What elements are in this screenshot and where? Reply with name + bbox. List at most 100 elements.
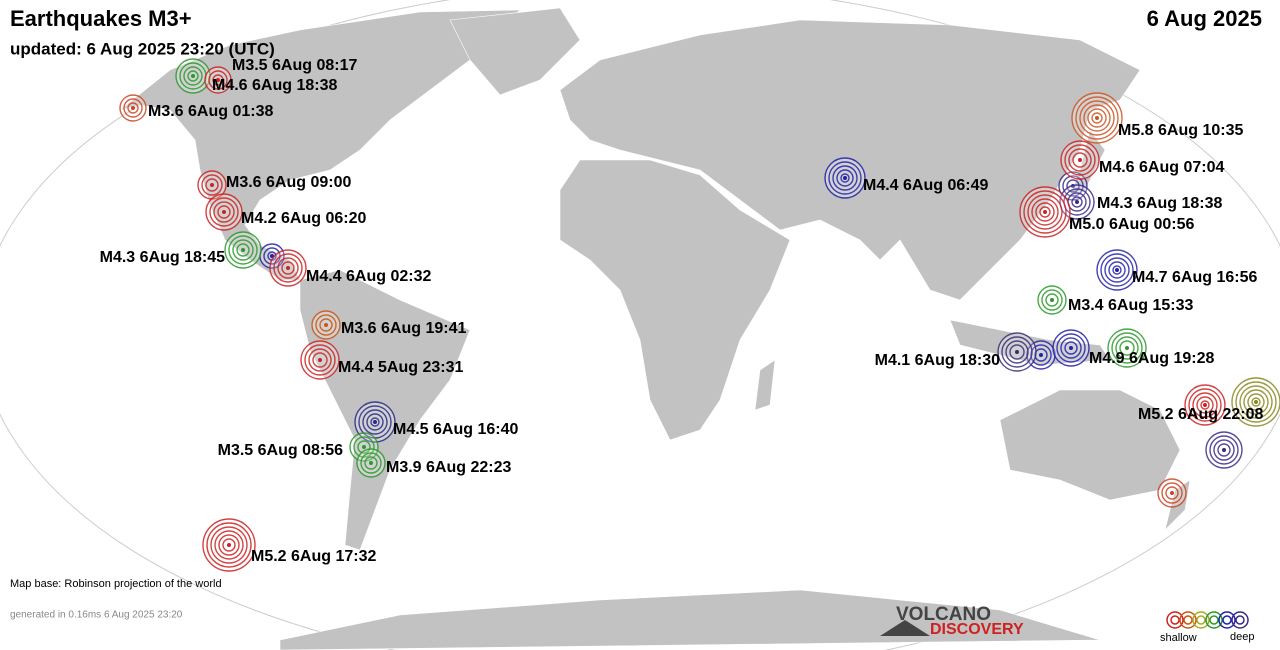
quake-marker [997,332,1037,372]
ring [187,70,199,82]
new-zealand [1164,479,1191,531]
legend-ring [1235,615,1245,625]
quake-label: M5.8 6Aug 10:35 [1118,122,1243,139]
quake-marker [269,249,307,287]
quake-marker [1052,329,1090,367]
ring [183,66,203,86]
center [216,78,220,82]
ring [1056,333,1086,363]
quake-label: M4.9 6Aug 19:28 [1089,350,1214,367]
center [373,420,377,424]
center [1203,403,1207,407]
center [1043,210,1047,214]
center [1170,491,1174,495]
ring [212,74,224,86]
quake-marker [1231,377,1280,427]
ring [1247,393,1265,411]
quake-label: M3.9 6Aug 22:23 [386,459,511,476]
ring [364,456,378,470]
center [1075,200,1079,204]
africa [559,159,791,441]
ring [1083,104,1111,132]
ring [214,530,244,560]
ring [362,409,388,435]
quake-marker [1157,478,1187,508]
ring [370,417,380,427]
ring [222,538,236,552]
ring [1031,198,1059,226]
ring [1027,194,1063,230]
center [362,445,366,449]
quake-marker [119,94,147,122]
quake-marker [1107,328,1147,368]
legend-ring [1179,611,1197,629]
quake-label: M4.1 6Aug 18:30 [875,352,1000,369]
ring [232,239,254,261]
eurasia [559,19,1141,301]
ring [1064,341,1078,355]
center [1015,350,1019,354]
legend-ring [1222,615,1232,625]
ring [273,253,303,283]
center [1254,400,1258,404]
ring [1112,265,1122,275]
center [222,210,226,214]
ring [1087,108,1107,128]
center [1078,158,1082,162]
ring [1001,336,1033,368]
quake-label: M4.3 6Aug 18:45 [100,249,225,266]
ring [319,318,333,332]
quake-marker [1037,285,1067,315]
ring [1111,332,1143,364]
ring [281,261,295,275]
title: Earthquakes M3+ [10,6,192,31]
ring [1071,196,1083,208]
quake-marker [311,310,341,340]
ring [236,243,250,257]
ring [1005,340,1029,364]
legend-ring [1196,615,1206,625]
quake-marker [824,157,866,199]
quake-label: M5.2 6Aug 22:08 [1138,406,1263,423]
ring [1161,482,1183,504]
ring [840,173,850,183]
center [1095,116,1099,120]
ring [213,201,235,223]
ring [366,413,384,431]
ring [1072,152,1088,168]
quake-label: M3.6 6Aug 19:41 [341,320,466,337]
ring [1045,293,1059,307]
quake-marker [349,432,379,462]
quake-label: M3.4 6Aug 15:33 [1068,297,1193,314]
quake-marker [1096,249,1138,291]
ring [1115,336,1139,360]
quake-marker [1205,431,1243,469]
center [369,461,373,465]
ring [828,161,862,195]
legend-shallow: shallow [1160,632,1197,644]
legend-ring [1218,611,1236,629]
ring [836,169,854,187]
ring [1108,261,1126,279]
ring [1100,253,1134,287]
legend-ring [1205,611,1223,629]
ring [277,257,299,279]
ring [1035,202,1055,222]
ring [1213,439,1235,461]
ring [832,165,858,191]
ring [1239,385,1273,419]
center [241,248,245,252]
ring [201,174,223,196]
ring [1200,400,1210,410]
ring [1030,344,1052,366]
ring [1023,190,1067,234]
legend-ring [1192,611,1210,629]
logo-icon [880,620,930,636]
quake-marker [1184,384,1226,426]
ring [1041,289,1063,311]
legend-ring [1231,611,1249,629]
ring [1075,96,1119,140]
